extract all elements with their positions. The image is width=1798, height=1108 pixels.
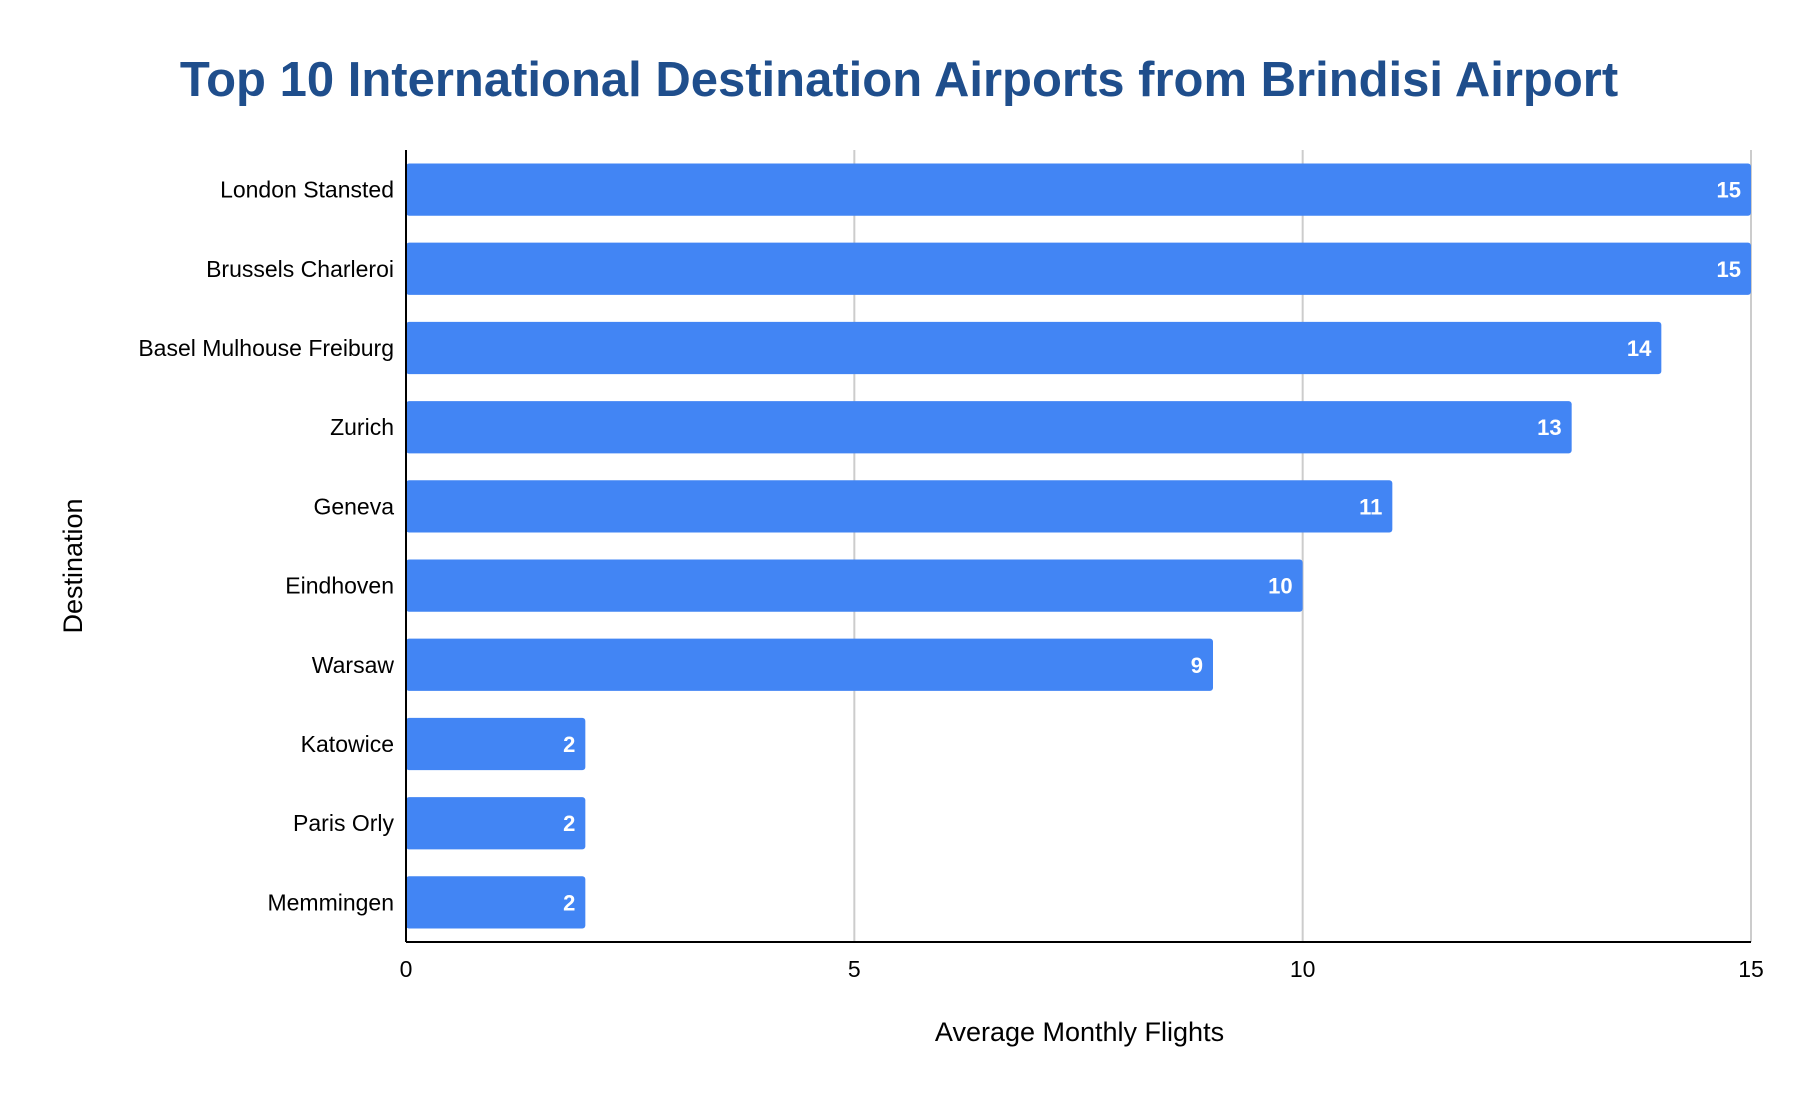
category-label-0: London Stansted xyxy=(220,177,394,203)
bar-9 xyxy=(406,876,586,929)
x-tick-label-1: 5 xyxy=(848,956,861,982)
category-label-8: Paris Orly xyxy=(293,810,394,836)
category-label-2: Basel Mulhouse Freiburg xyxy=(138,335,394,361)
category-label-7: Katowice xyxy=(301,731,394,757)
x-tick-label-2: 10 xyxy=(1290,956,1316,982)
category-label-5: Eindhoven xyxy=(285,573,394,599)
bar-6 xyxy=(406,638,1213,691)
bar-0 xyxy=(406,163,1751,216)
bar-1 xyxy=(406,242,1751,295)
data-label-4: 11 xyxy=(1359,494,1382,519)
bar-3 xyxy=(406,401,1572,454)
bar-4 xyxy=(406,480,1393,533)
data-label-6: 9 xyxy=(1191,653,1203,678)
category-label-9: Memmingen xyxy=(267,889,394,915)
data-label-2: 14 xyxy=(1627,336,1652,361)
data-label-7: 2 xyxy=(563,732,575,757)
bar-2 xyxy=(406,321,1662,375)
data-label-3: 13 xyxy=(1537,415,1561,440)
category-label-6: Warsaw xyxy=(312,652,395,678)
x-tick-label-0: 0 xyxy=(400,956,413,982)
bar-7 xyxy=(406,717,586,771)
x-tick-label-3: 15 xyxy=(1738,956,1764,982)
data-label-0: 15 xyxy=(1717,178,1741,203)
data-label-8: 2 xyxy=(563,811,575,836)
data-label-5: 10 xyxy=(1268,574,1292,599)
labels: 0 5 10 15 15 London Stansted 15 Brussels Charle… xyxy=(138,177,1763,982)
bar-5 xyxy=(406,559,1303,612)
axes xyxy=(405,150,1751,943)
category-label-1: Brussels Charleroi xyxy=(206,256,394,282)
y-axis-title: Destination xyxy=(58,498,88,633)
bars xyxy=(406,163,1751,929)
data-label-1: 15 xyxy=(1717,257,1741,282)
category-label-3: Zurich xyxy=(330,414,394,440)
category-label-4: Geneva xyxy=(313,493,394,519)
bar-8 xyxy=(406,797,586,850)
x-axis-title: Average Monthly Flights xyxy=(935,1017,1224,1047)
data-label-9: 2 xyxy=(563,890,575,915)
chart-title: Top 10 International Destination Airport… xyxy=(179,53,1619,107)
